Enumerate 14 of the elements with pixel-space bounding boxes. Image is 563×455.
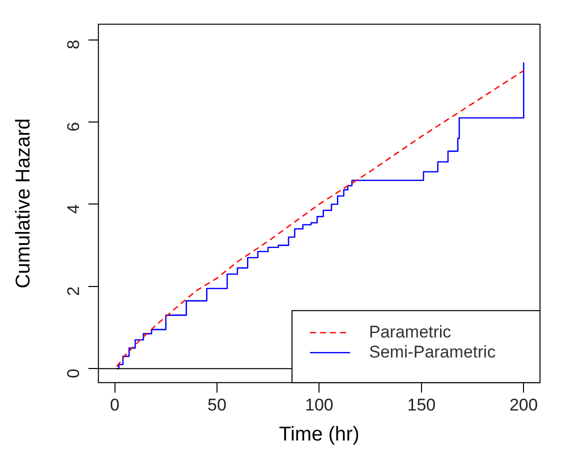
y-tick-label: 6 xyxy=(64,122,84,132)
x-tick-label: 50 xyxy=(208,395,226,414)
y-tick-label: 8 xyxy=(64,40,84,50)
x-axis-title: Time (hr) xyxy=(279,424,360,446)
x-tick-label: 200 xyxy=(509,395,538,414)
y-tick-label: 0 xyxy=(64,368,84,378)
legend-label: Parametric xyxy=(369,322,452,342)
y-tick-label: 4 xyxy=(64,204,84,214)
y-tick-label: 2 xyxy=(64,286,84,296)
y-axis-title: Cumulative Hazard xyxy=(12,118,35,288)
x-tick-label: 0 xyxy=(110,395,120,414)
legend-label: Semi-Parametric xyxy=(369,342,496,362)
x-tick-label: 100 xyxy=(305,395,334,414)
x-tick-label: 150 xyxy=(407,395,436,414)
